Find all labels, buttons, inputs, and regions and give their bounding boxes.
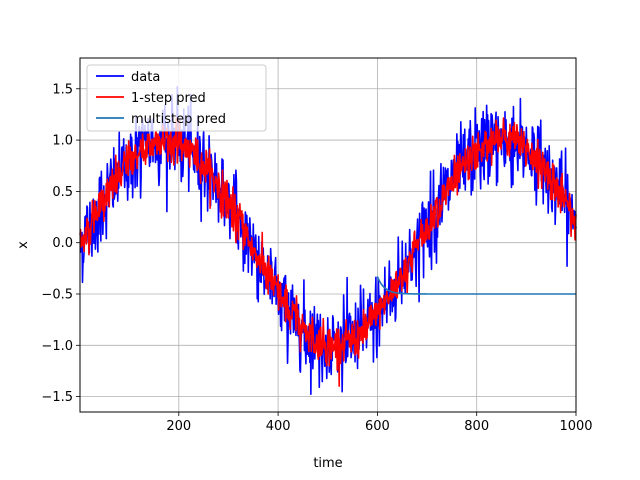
x-tick-label: 400: [266, 419, 291, 434]
plot-frame: [79, 57, 577, 413]
y-tick-label: −1.0: [41, 339, 73, 354]
y-axis: −1.5 −1.0 −0.5 0.0 0.5 1.0 1.5: [41, 82, 80, 405]
legend-label-data: data: [131, 70, 160, 85]
x-tick-label: 600: [365, 419, 390, 434]
y-tick-label: 0.5: [52, 185, 73, 200]
y-tick-label: 1.0: [52, 134, 73, 149]
series-1-step-pred-line: [79, 117, 577, 387]
x-tick-label: 800: [464, 419, 489, 434]
legend-label-1-step-pred: 1-step pred: [131, 91, 206, 106]
legend-label-multistep-pred: multistep pred: [131, 112, 226, 127]
x-tick-label: 200: [166, 419, 191, 434]
y-tick-label: −1.5: [41, 390, 73, 405]
legend: data 1-step pred multistep pred: [86, 64, 267, 132]
legend-box: [86, 64, 267, 132]
x-tick-label: 1000: [559, 419, 592, 434]
y-axis-label: x: [16, 241, 31, 249]
x-axis-label: time: [313, 456, 342, 471]
y-tick-label: −0.5: [41, 288, 73, 303]
y-tick-label: 0.0: [52, 236, 73, 251]
series-layer: [79, 85, 577, 395]
series-multistep-pred-line: [376, 276, 576, 295]
y-tick-label: 1.5: [52, 82, 73, 97]
x-axis: 200 400 600 800 1000: [166, 412, 593, 434]
